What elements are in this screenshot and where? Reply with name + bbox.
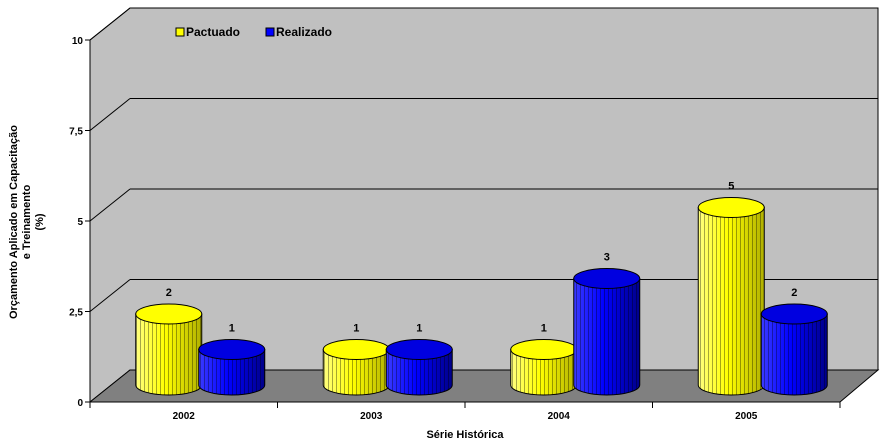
data-label-pactuado-2003: 1: [353, 323, 359, 335]
bar-top: [510, 339, 578, 360]
data-label-realizado-2002: 1: [229, 323, 235, 335]
data-label-pactuado-2004: 1: [541, 323, 547, 335]
bar-realizado-2004: [573, 268, 641, 396]
bar-top: [322, 339, 390, 360]
gridline-diag: [89, 279, 131, 312]
bar-texture: [198, 349, 265, 395]
x-tick-label: 2002: [173, 411, 196, 422]
data-label-pactuado-2002: 2: [166, 287, 172, 299]
bar-realizado-2002: [198, 339, 266, 396]
legend-swatch-pactuado: [175, 27, 185, 37]
y-axis-title: Orçamento Aplicado em Capacitação e Trei…: [8, 125, 46, 319]
x-axis-title: Série Histórica: [426, 429, 504, 441]
bar-pactuado-2002: [135, 303, 203, 396]
y-axis-title-line-3: (%): [34, 213, 46, 230]
bar-top: [385, 339, 453, 360]
x-axis-ticks: 2002 2003 2004 2005: [89, 402, 841, 422]
bar-top: [198, 339, 266, 360]
bar-top: [697, 197, 765, 218]
y-axis-title-line-2: e Treinamento: [21, 184, 33, 259]
legend-label-pactuado: Pactuado: [186, 25, 240, 39]
bar-texture: [510, 349, 577, 395]
data-label-realizado-2003: 1: [416, 323, 422, 335]
bar-texture: [698, 207, 765, 395]
bar-texture: [573, 278, 640, 395]
bar-pactuado-2005: [697, 197, 765, 396]
x-tick-label: 2005: [735, 411, 758, 422]
legend: Pactuado Realizado: [175, 25, 332, 39]
gridline-diag: [89, 188, 131, 222]
bar-top: [573, 268, 641, 289]
y-tick-label: 5: [77, 217, 83, 228]
bar-texture: [135, 314, 202, 395]
bar-texture: [323, 349, 390, 395]
y-tick-label: 10: [72, 36, 84, 47]
data-labels: 2 1 1 1 1 3 5 2: [166, 181, 798, 335]
bar-realizado-2003: [385, 339, 453, 396]
data-label-pactuado-2005: 5: [728, 181, 734, 193]
y-tick-label: 2,5: [69, 308, 83, 319]
y-tick-label: 0: [77, 398, 83, 409]
bar-texture: [386, 349, 453, 395]
bar-top: [135, 303, 203, 325]
bar-top: [760, 303, 828, 325]
legend-label-realizado: Realizado: [276, 25, 332, 39]
bar-pactuado-2004: [510, 339, 578, 396]
y-axis-ticks: 0 2,5 5 7,5 10: [69, 36, 90, 409]
bar-texture: [761, 314, 828, 395]
y-axis-title-line-1: Orçamento Aplicado em Capacitação: [8, 125, 20, 319]
gridline-diag: [89, 98, 131, 131]
data-label-realizado-2005: 2: [791, 287, 797, 299]
bar-pactuado-2003: [322, 339, 390, 396]
gridline-diag: [89, 7, 131, 41]
legend-swatch-realizado: [265, 27, 275, 37]
bar-realizado-2005: [760, 303, 828, 396]
y-tick-label: 7,5: [69, 127, 83, 138]
x-tick-label: 2003: [360, 411, 383, 422]
data-label-realizado-2004: 3: [604, 252, 610, 264]
x-tick-label: 2004: [548, 411, 571, 422]
bars: [135, 197, 828, 396]
